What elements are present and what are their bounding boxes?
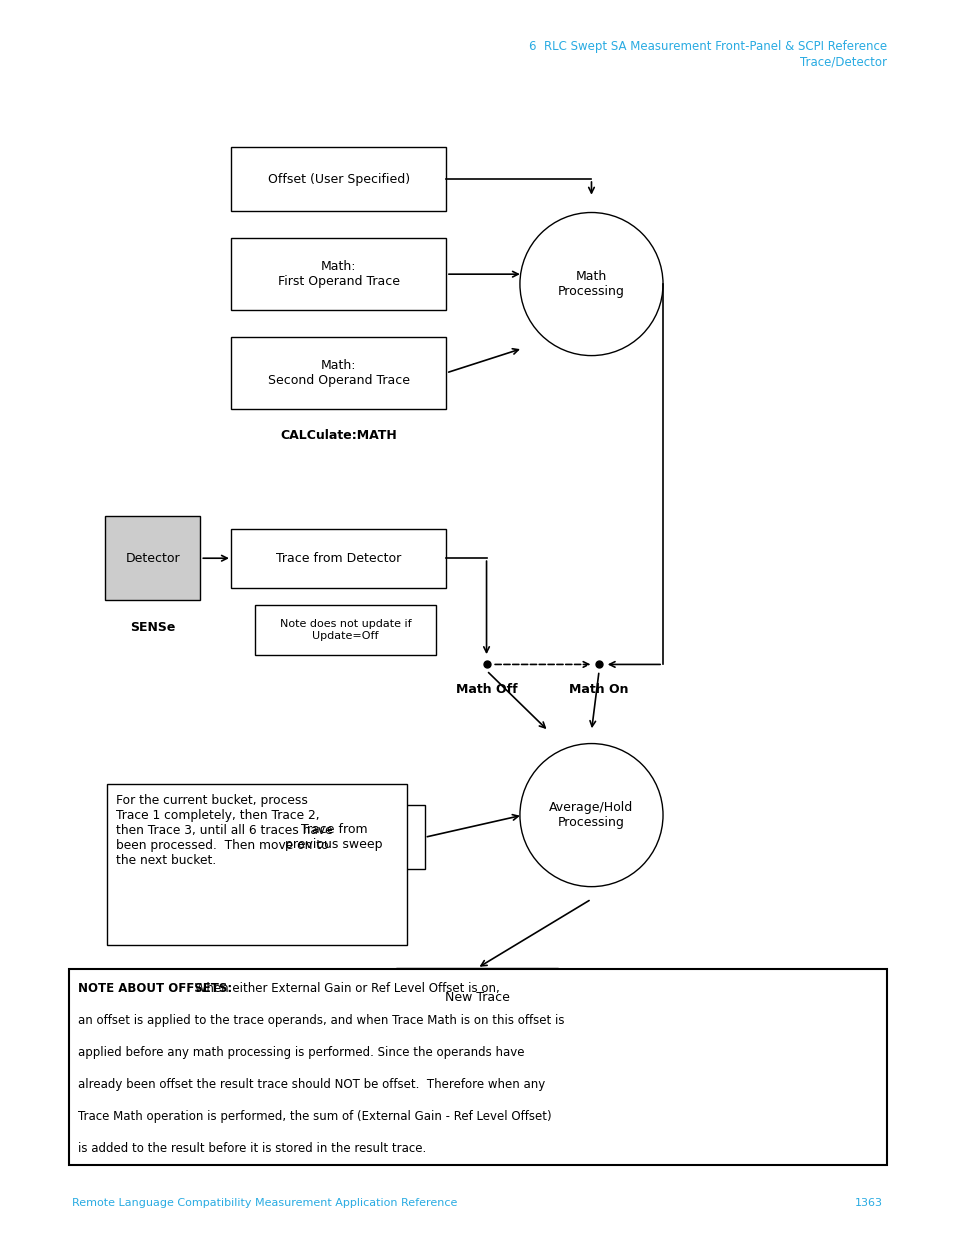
Text: applied before any math processing is performed. Since the operands have: applied before any math processing is pe… <box>78 1046 524 1060</box>
FancyBboxPatch shape <box>395 968 558 1028</box>
Text: Offset (User Specified): Offset (User Specified) <box>268 173 409 185</box>
Text: Trace from Detector: Trace from Detector <box>275 552 401 564</box>
Text: an offset is applied to the trace operands, and when Trace Math is on this offse: an offset is applied to the trace operan… <box>78 1014 564 1028</box>
Text: When either External Gain or Ref Level Offset is on,: When either External Gain or Ref Level O… <box>191 982 499 995</box>
Ellipse shape <box>519 212 662 356</box>
FancyBboxPatch shape <box>231 529 445 588</box>
Text: 6  RLC Swept SA Measurement Front-Panel & SCPI Reference: 6 RLC Swept SA Measurement Front-Panel &… <box>529 40 886 53</box>
Text: already been offset the result trace should NOT be offset.  Therefore when any: already been offset the result trace sho… <box>78 1078 545 1092</box>
Text: Trace/Detector: Trace/Detector <box>800 56 886 69</box>
FancyBboxPatch shape <box>254 605 436 655</box>
Text: Remote Language Compatibility Measurement Application Reference: Remote Language Compatibility Measuremen… <box>71 1198 456 1208</box>
Text: Note does not update if
Update=Off: Note does not update if Update=Off <box>279 619 411 641</box>
FancyBboxPatch shape <box>231 337 445 409</box>
Text: Math Off: Math Off <box>456 683 517 697</box>
FancyBboxPatch shape <box>231 147 445 211</box>
Text: Math On: Math On <box>569 683 628 697</box>
Text: is added to the result before it is stored in the result trace.: is added to the result before it is stor… <box>78 1142 426 1156</box>
Text: Trace from
previous sweep: Trace from previous sweep <box>285 824 382 851</box>
Text: Average/Hold
Processing: Average/Hold Processing <box>549 802 633 829</box>
FancyBboxPatch shape <box>69 969 886 1165</box>
Text: For the current bucket, process
Trace 1 completely, then Trace 2,
then Trace 3, : For the current bucket, process Trace 1 … <box>116 794 333 867</box>
Text: CALCulate:MATH: CALCulate:MATH <box>280 429 396 442</box>
Text: Math:
Second Operand Trace: Math: Second Operand Trace <box>268 359 409 387</box>
Text: Trace Math operation is performed, the sum of (External Gain - Ref Level Offset): Trace Math operation is performed, the s… <box>78 1110 551 1124</box>
Text: New Trace: New Trace <box>444 992 509 1004</box>
Text: NOTE ABOUT OFFSETS:: NOTE ABOUT OFFSETS: <box>78 982 233 995</box>
Text: Math:
First Operand Trace: Math: First Operand Trace <box>277 261 399 288</box>
Text: Math
Processing: Math Processing <box>558 270 624 298</box>
Text: Detector: Detector <box>125 552 180 564</box>
FancyBboxPatch shape <box>243 805 424 869</box>
FancyBboxPatch shape <box>107 784 407 945</box>
Text: SENSe: SENSe <box>130 621 175 635</box>
FancyBboxPatch shape <box>231 238 445 310</box>
Text: 1363: 1363 <box>854 1198 882 1208</box>
FancyBboxPatch shape <box>105 516 200 600</box>
Ellipse shape <box>519 743 662 887</box>
